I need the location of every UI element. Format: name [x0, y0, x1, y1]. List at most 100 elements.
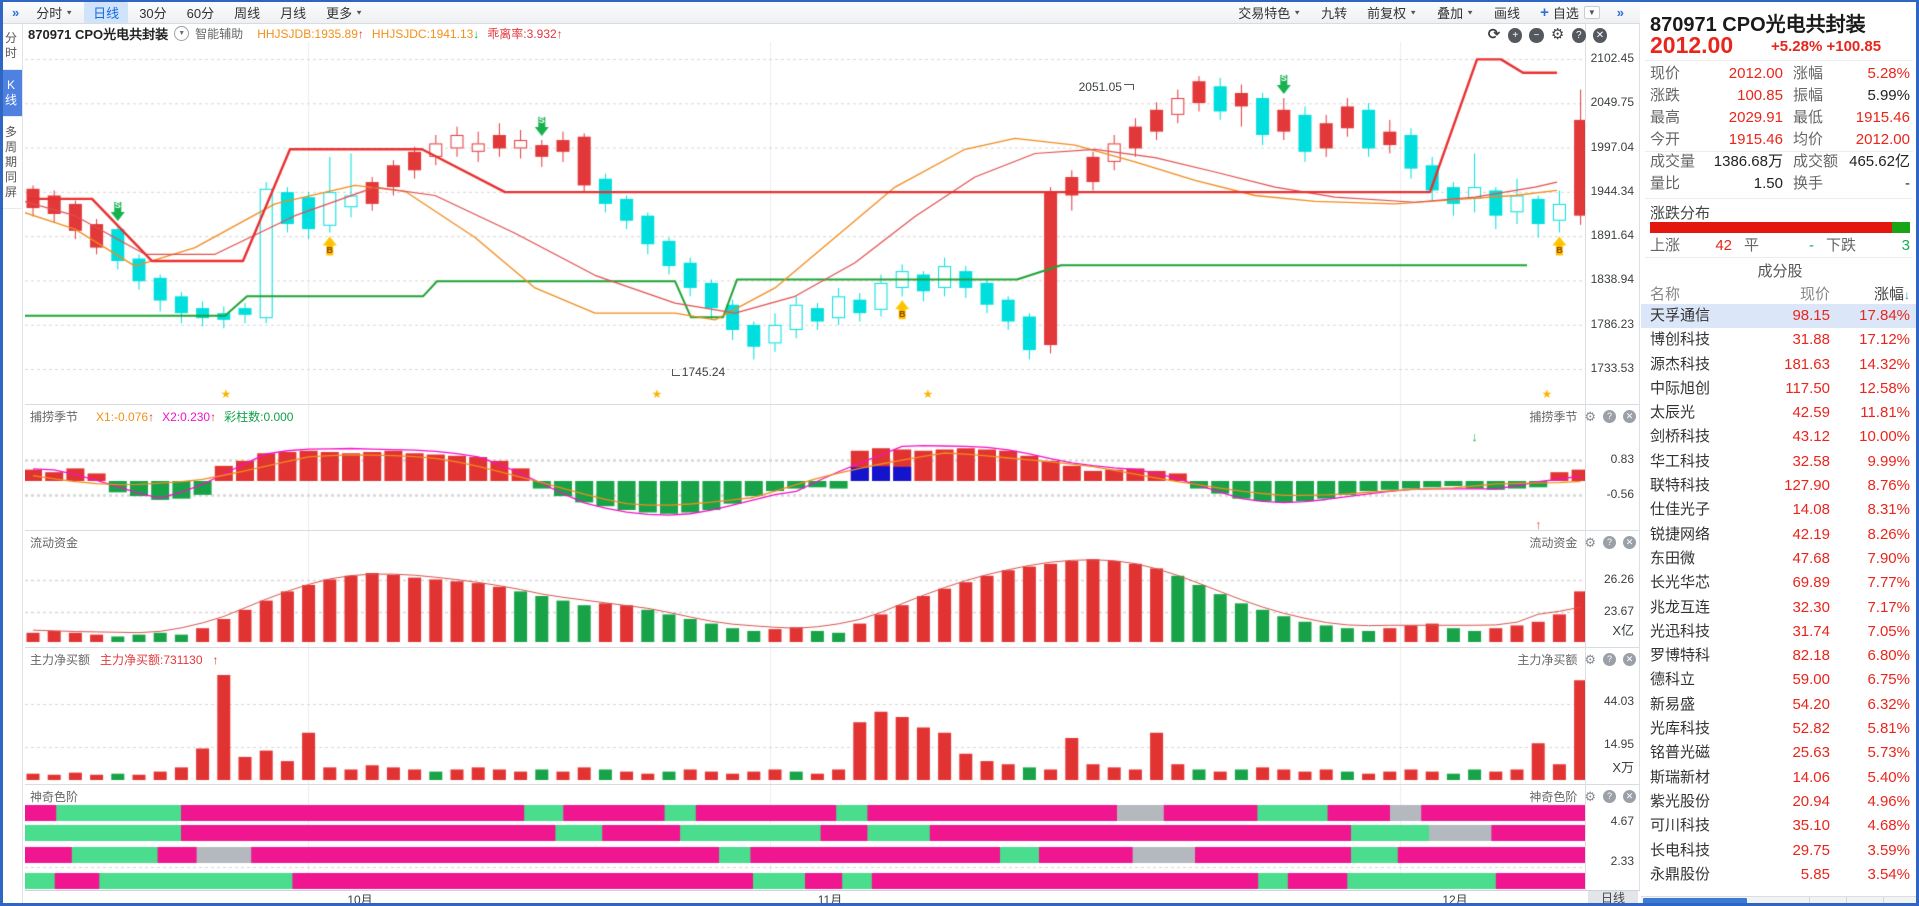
help-icon[interactable]: ?	[1571, 28, 1586, 43]
axis-label: 1786.23	[1590, 317, 1634, 331]
stock-row-联特科技[interactable]: 联特科技 127.90 8.76%	[1641, 474, 1919, 498]
help-icon[interactable]: ?	[1603, 653, 1616, 666]
stock-pct: 6.80%	[1867, 647, 1910, 665]
collapse-icon[interactable]: »	[12, 5, 20, 20]
stock-row-源杰科技[interactable]: 源杰科技 181.63 14.32%	[1641, 353, 1919, 377]
stock-row-太辰光[interactable]: 太辰光 42.59 11.81%	[1641, 401, 1919, 425]
close-icon[interactable]: ✕	[1623, 653, 1636, 666]
quote-price: 2012.00	[1650, 32, 1734, 58]
quote-label: 涨幅	[1793, 65, 1824, 82]
tab-60分[interactable]: 60分	[178, 2, 223, 23]
col-pct[interactable]: 涨幅↓	[1873, 286, 1910, 303]
stock-row-光迅科技[interactable]: 光迅科技 31.74 7.05%	[1641, 620, 1919, 644]
stock-row-中际旭创[interactable]: 中际旭创 117.50 12.58%	[1641, 377, 1919, 401]
toolbar-button-自选[interactable]: + 自选 ▼	[1531, 2, 1609, 23]
stock-row-长光华芯[interactable]: 长光华芯 69.89 7.77%	[1641, 571, 1919, 595]
stock-row-铭普光磁[interactable]: 铭普光磁 25.63 5.73%	[1641, 741, 1919, 765]
close-icon[interactable]: ✕	[1623, 790, 1636, 803]
stock-price: 98.15	[1792, 307, 1830, 324]
zoom-in-icon[interactable]: +	[1508, 28, 1523, 43]
stock-row-华工科技[interactable]: 华工科技 32.58 9.99%	[1641, 450, 1919, 474]
stock-row-罗博特科[interactable]: 罗博特科 82.18 6.80%	[1641, 644, 1919, 668]
stock-name: 斯瑞新材	[1650, 768, 1711, 786]
high-price-annotation: 2051.05	[1079, 80, 1134, 94]
sidebar-item-分时[interactable]: 分时	[0, 23, 22, 70]
panel2-title[interactable]: 流动资金	[30, 536, 79, 550]
toolbar-button-九转[interactable]: 九转	[1312, 2, 1356, 23]
quote-label: 最低	[1793, 109, 1824, 126]
quote-label: 今开	[1650, 131, 1681, 148]
tab-更多[interactable]: 更多 ▼	[317, 2, 372, 23]
toolbar-button-交易特色[interactable]: 交易特色 ▼	[1229, 2, 1310, 23]
stock-row-兆龙互连[interactable]: 兆龙互连 32.30 7.17%	[1641, 596, 1919, 620]
quote-title: 870971 CPO光电共封装	[1650, 14, 1866, 36]
stock-row-博创科技[interactable]: 博创科技 31.88 17.12%	[1641, 328, 1919, 352]
smart-assist-label[interactable]: 智能辅助	[195, 27, 244, 41]
stock-row-剑桥科技[interactable]: 剑桥科技 43.12 10.00%	[1641, 425, 1919, 449]
axis-label: X亿	[1612, 623, 1634, 638]
stock-row-斯瑞新材[interactable]: 斯瑞新材 14.06 5.40%	[1641, 766, 1919, 790]
tab-月线[interactable]: 月线	[271, 2, 315, 23]
panel3-title[interactable]: 主力净买额	[30, 653, 91, 667]
dropdown-box-icon[interactable]: ▼	[1583, 6, 1600, 19]
stock-row-可川科技[interactable]: 可川科技 35.10 4.68%	[1641, 814, 1919, 838]
tab-分时[interactable]: 分时 ▼	[27, 2, 82, 23]
stock-row-东田微[interactable]: 东田微 47.68 7.90%	[1641, 547, 1919, 571]
stock-pct: 10.00%	[1859, 428, 1910, 446]
close-icon[interactable]: ✕	[1623, 410, 1636, 423]
kline-chart-canvas[interactable]	[25, 42, 1585, 890]
panel4-title[interactable]: 神奇色阶	[30, 790, 79, 804]
scrollbar-thumb[interactable]	[1643, 898, 1747, 906]
toolbar-button-叠加[interactable]: 叠加 ▼	[1428, 2, 1483, 23]
stock-pct: 4.68%	[1867, 817, 1910, 835]
toolbar-button-label: 自选	[1552, 6, 1579, 21]
stock-price: 42.19	[1792, 525, 1830, 543]
gear-icon[interactable]: ⚙	[1584, 651, 1596, 667]
axis-label: 14.95	[1603, 737, 1634, 751]
stock-row-永鼎股份[interactable]: 永鼎股份 5.85 3.54%	[1641, 863, 1919, 887]
col-name[interactable]: 名称	[1650, 286, 1681, 303]
close-icon[interactable]: ✕	[1592, 28, 1608, 43]
stock-row-仕佳光子[interactable]: 仕佳光子 14.08 8.31%	[1641, 498, 1919, 522]
period-label[interactable]: 日线	[1588, 891, 1638, 905]
panel1-title-right: 捕捞季节	[1529, 410, 1578, 424]
stock-row-德科立[interactable]: 德科立 59.00 6.75%	[1641, 668, 1919, 692]
panel-scrollbar[interactable]	[1641, 896, 1919, 906]
stock-row-长电科技[interactable]: 长电科技 29.75 3.59%	[1641, 839, 1919, 863]
stock-row-紫光股份[interactable]: 紫光股份 20.94 4.96%	[1641, 790, 1919, 814]
settings-icon[interactable]: ⚙	[1550, 26, 1565, 43]
overflow-icon[interactable]: »	[1616, 5, 1624, 20]
stock-name: 东田微	[1650, 549, 1696, 567]
stock-row-新易盛[interactable]: 新易盛 54.20 6.32%	[1641, 693, 1919, 717]
help-icon[interactable]: ?	[1603, 536, 1616, 549]
tab-30分[interactable]: 30分	[130, 2, 175, 23]
stock-row-光库科技[interactable]: 光库科技 52.82 5.81%	[1641, 717, 1919, 741]
sidebar-item-多周期同屏[interactable]: 多周期同屏	[0, 117, 22, 209]
help-icon[interactable]: ?	[1603, 790, 1616, 803]
toolbar-button-label: 叠加	[1437, 6, 1464, 21]
gear-icon[interactable]: ⚙	[1584, 408, 1596, 424]
panel1-title[interactable]: 捕捞季节	[30, 410, 79, 424]
zoom-out-icon[interactable]: −	[1529, 28, 1544, 43]
col-price[interactable]: 现价	[1799, 286, 1830, 303]
stock-row-锐捷网络[interactable]: 锐捷网络 42.19 8.26%	[1641, 523, 1919, 547]
gear-icon[interactable]: ⚙	[1584, 534, 1596, 550]
help-icon[interactable]: ?	[1603, 410, 1616, 423]
toolbar-button-前复权[interactable]: 前复权 ▼	[1358, 2, 1426, 23]
close-icon[interactable]: ✕	[1623, 536, 1636, 549]
tab-日线[interactable]: 日线	[84, 2, 129, 23]
toolbar-button-画线[interactable]: 画线	[1485, 2, 1529, 23]
chevron-down-icon[interactable]: ▼	[174, 26, 190, 41]
refresh-icon[interactable]: ⟳	[1487, 26, 1501, 43]
tab-周线[interactable]: 周线	[225, 2, 269, 23]
stock-price: 32.58	[1792, 452, 1830, 470]
stock-price: 35.10	[1792, 817, 1830, 835]
panel3-value: 主力净买额:731130	[100, 653, 203, 667]
indicator-value: 乖离率:3.932	[487, 27, 557, 41]
gear-icon[interactable]: ⚙	[1584, 788, 1596, 804]
quote-panel: 870971 CPO光电共封装 2012.00 +5.28% +100.85 现…	[1641, 2, 1919, 906]
quote-value: 1.50	[1753, 175, 1783, 192]
header-indicator-values: HHJSJDB:1935.89↑ HHJSJDC:1941.13↓ 乖离率:3.93…	[249, 25, 562, 42]
stock-row-天孚通信[interactable]: 天孚通信 98.15 17.84%	[1641, 304, 1919, 329]
